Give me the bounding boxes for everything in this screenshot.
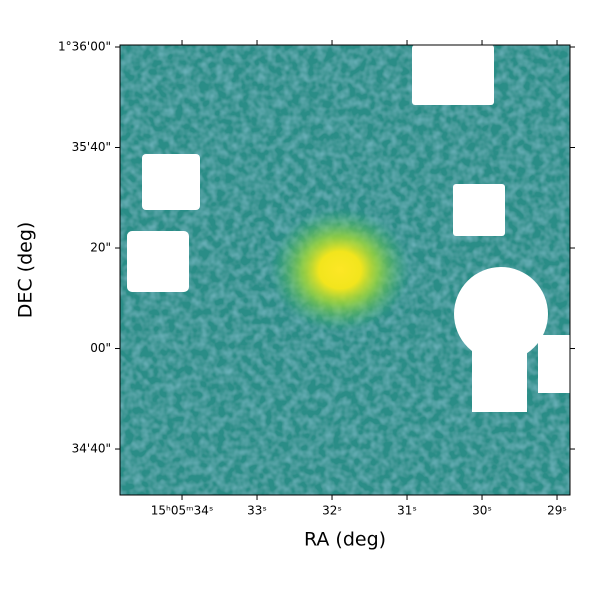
y-axis-label: DEC (deg) — [15, 222, 37, 319]
y-tick-label: 00" — [90, 341, 111, 355]
x-tick-label: 30ˢ — [472, 504, 492, 518]
masks — [127, 45, 570, 412]
x-tick-label: 32ˢ — [322, 504, 342, 518]
x-tick-label: 33ˢ — [247, 504, 267, 518]
frame — [119, 44, 571, 496]
x-tick-label: 29ˢ — [547, 504, 567, 518]
y-tick-label: 34'40" — [72, 442, 111, 456]
x-axis-label: RA (deg) — [304, 529, 386, 551]
y-tick-label: 35'40" — [72, 140, 111, 154]
y-tick-label: 20" — [90, 241, 111, 255]
y-tick-label: 1°36'00" — [58, 40, 111, 54]
x-tick-label: 31ˢ — [397, 504, 417, 518]
x-tick-label: 15ʰ05ᵐ34ˢ — [151, 504, 214, 518]
image — [120, 45, 570, 495]
